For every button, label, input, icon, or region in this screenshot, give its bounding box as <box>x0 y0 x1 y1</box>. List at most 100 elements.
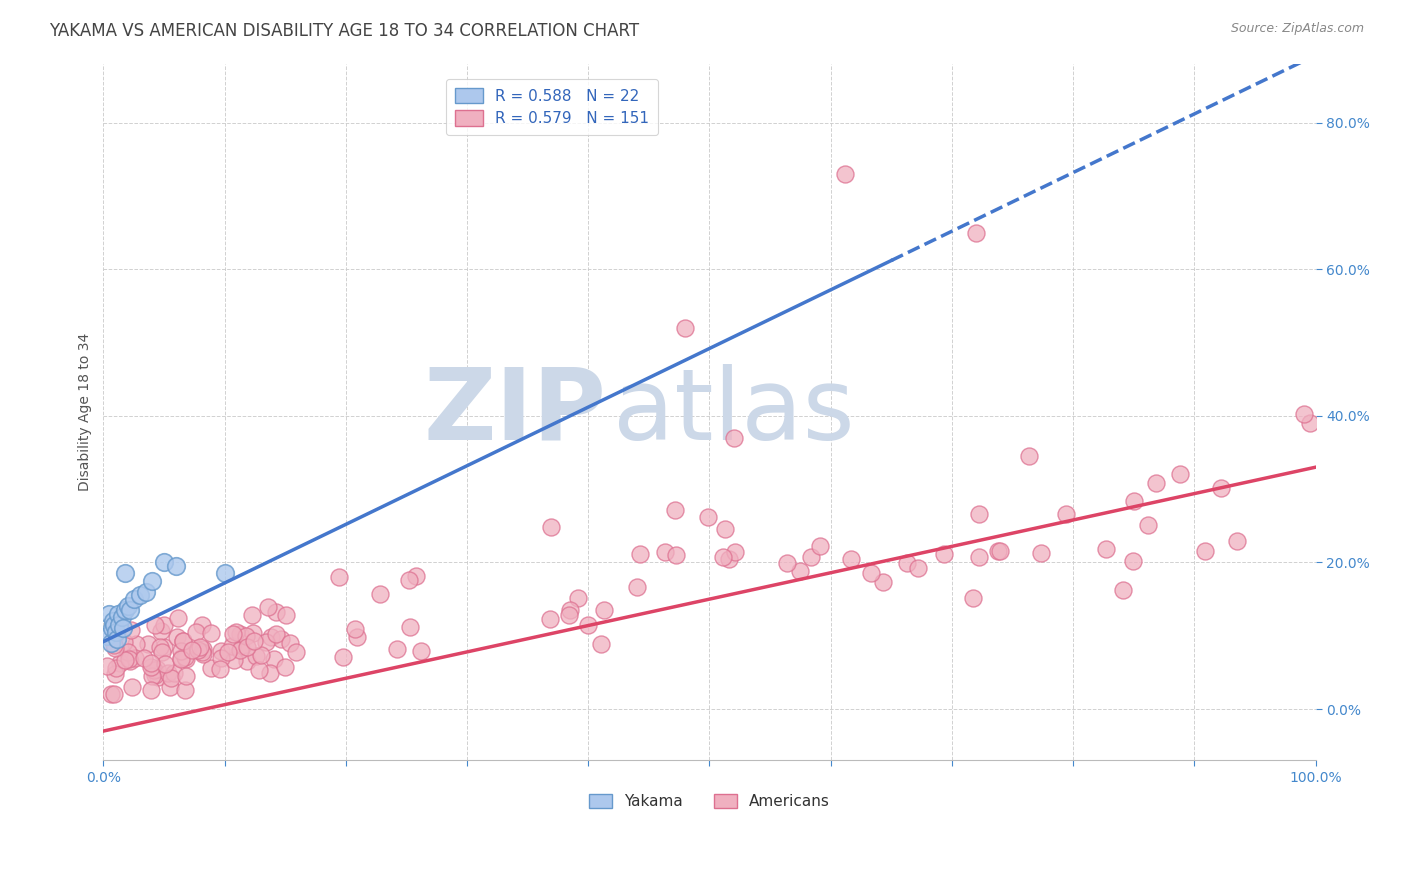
Point <box>105 624 128 639</box>
Point <box>114 566 136 581</box>
Point <box>139 660 162 674</box>
Point <box>117 645 139 659</box>
Point <box>249 664 271 678</box>
Point <box>724 545 747 559</box>
Point <box>142 663 165 677</box>
Point <box>967 550 990 565</box>
Point <box>114 603 136 617</box>
Point <box>558 603 581 617</box>
Point <box>222 627 245 641</box>
Point <box>214 566 236 581</box>
Point <box>1299 416 1322 430</box>
Point <box>169 652 191 666</box>
Point <box>188 640 211 654</box>
Point <box>558 608 581 623</box>
Point <box>626 580 648 594</box>
Point <box>170 651 193 665</box>
Point <box>834 167 856 181</box>
Point <box>264 605 287 619</box>
Point <box>114 653 136 667</box>
Point <box>118 603 141 617</box>
Point <box>105 632 128 647</box>
Point <box>1112 583 1135 598</box>
Point <box>776 557 799 571</box>
Point <box>274 659 297 673</box>
Point <box>134 650 156 665</box>
Point <box>191 645 214 659</box>
Point <box>225 625 247 640</box>
Point <box>100 687 122 701</box>
Point <box>146 662 169 676</box>
Point <box>157 665 180 680</box>
Text: ZIP: ZIP <box>423 364 606 461</box>
Text: atlas: atlas <box>613 364 855 461</box>
Point <box>152 618 174 632</box>
Point <box>159 680 181 694</box>
Point <box>217 645 239 659</box>
Point <box>409 644 432 658</box>
Point <box>673 321 696 335</box>
Point <box>118 652 141 666</box>
Point <box>1095 542 1118 557</box>
Point <box>180 642 202 657</box>
Point <box>209 643 232 657</box>
Point <box>254 634 277 648</box>
Point <box>343 622 366 636</box>
Point <box>236 654 259 668</box>
Point <box>149 640 172 654</box>
Point <box>398 573 420 587</box>
Point <box>209 651 232 665</box>
Point <box>141 574 163 588</box>
Point <box>165 559 187 574</box>
Point <box>170 644 193 658</box>
Point <box>714 522 737 536</box>
Point <box>274 607 297 622</box>
Point <box>228 627 250 641</box>
Point <box>108 617 131 632</box>
Point <box>240 608 263 623</box>
Point <box>332 650 354 665</box>
Point <box>592 603 614 617</box>
Point <box>1168 467 1191 481</box>
Point <box>111 622 134 636</box>
Point <box>96 629 118 643</box>
Point <box>654 545 676 559</box>
Point <box>141 669 163 683</box>
Point <box>172 633 194 648</box>
Point <box>872 574 894 589</box>
Point <box>160 671 183 685</box>
Point <box>98 607 121 621</box>
Point <box>110 656 132 670</box>
Point <box>270 632 292 646</box>
Point <box>135 584 157 599</box>
Point <box>101 614 124 628</box>
Point <box>229 640 252 655</box>
Point <box>242 634 264 648</box>
Text: YAKAMA VS AMERICAN DISABILITY AGE 18 TO 34 CORRELATION CHART: YAKAMA VS AMERICAN DISABILITY AGE 18 TO … <box>49 22 640 40</box>
Point <box>136 637 159 651</box>
Point <box>125 637 148 651</box>
Point <box>717 552 740 566</box>
Point <box>907 561 929 575</box>
Point <box>696 509 718 524</box>
Point <box>221 640 243 654</box>
Point <box>104 625 127 640</box>
Point <box>104 640 127 655</box>
Point <box>665 549 688 563</box>
Point <box>200 626 222 640</box>
Point <box>1122 493 1144 508</box>
Y-axis label: Disability Age 18 to 34: Disability Age 18 to 34 <box>79 333 93 491</box>
Point <box>242 626 264 640</box>
Point <box>118 654 141 668</box>
Point <box>1209 482 1232 496</box>
Point <box>146 669 169 683</box>
Point <box>839 552 862 566</box>
Point <box>235 640 257 654</box>
Point <box>103 631 125 645</box>
Point <box>245 648 267 663</box>
Point <box>988 544 1011 558</box>
Point <box>191 642 214 657</box>
Point <box>107 607 129 621</box>
Point <box>405 569 427 583</box>
Point <box>967 507 990 521</box>
